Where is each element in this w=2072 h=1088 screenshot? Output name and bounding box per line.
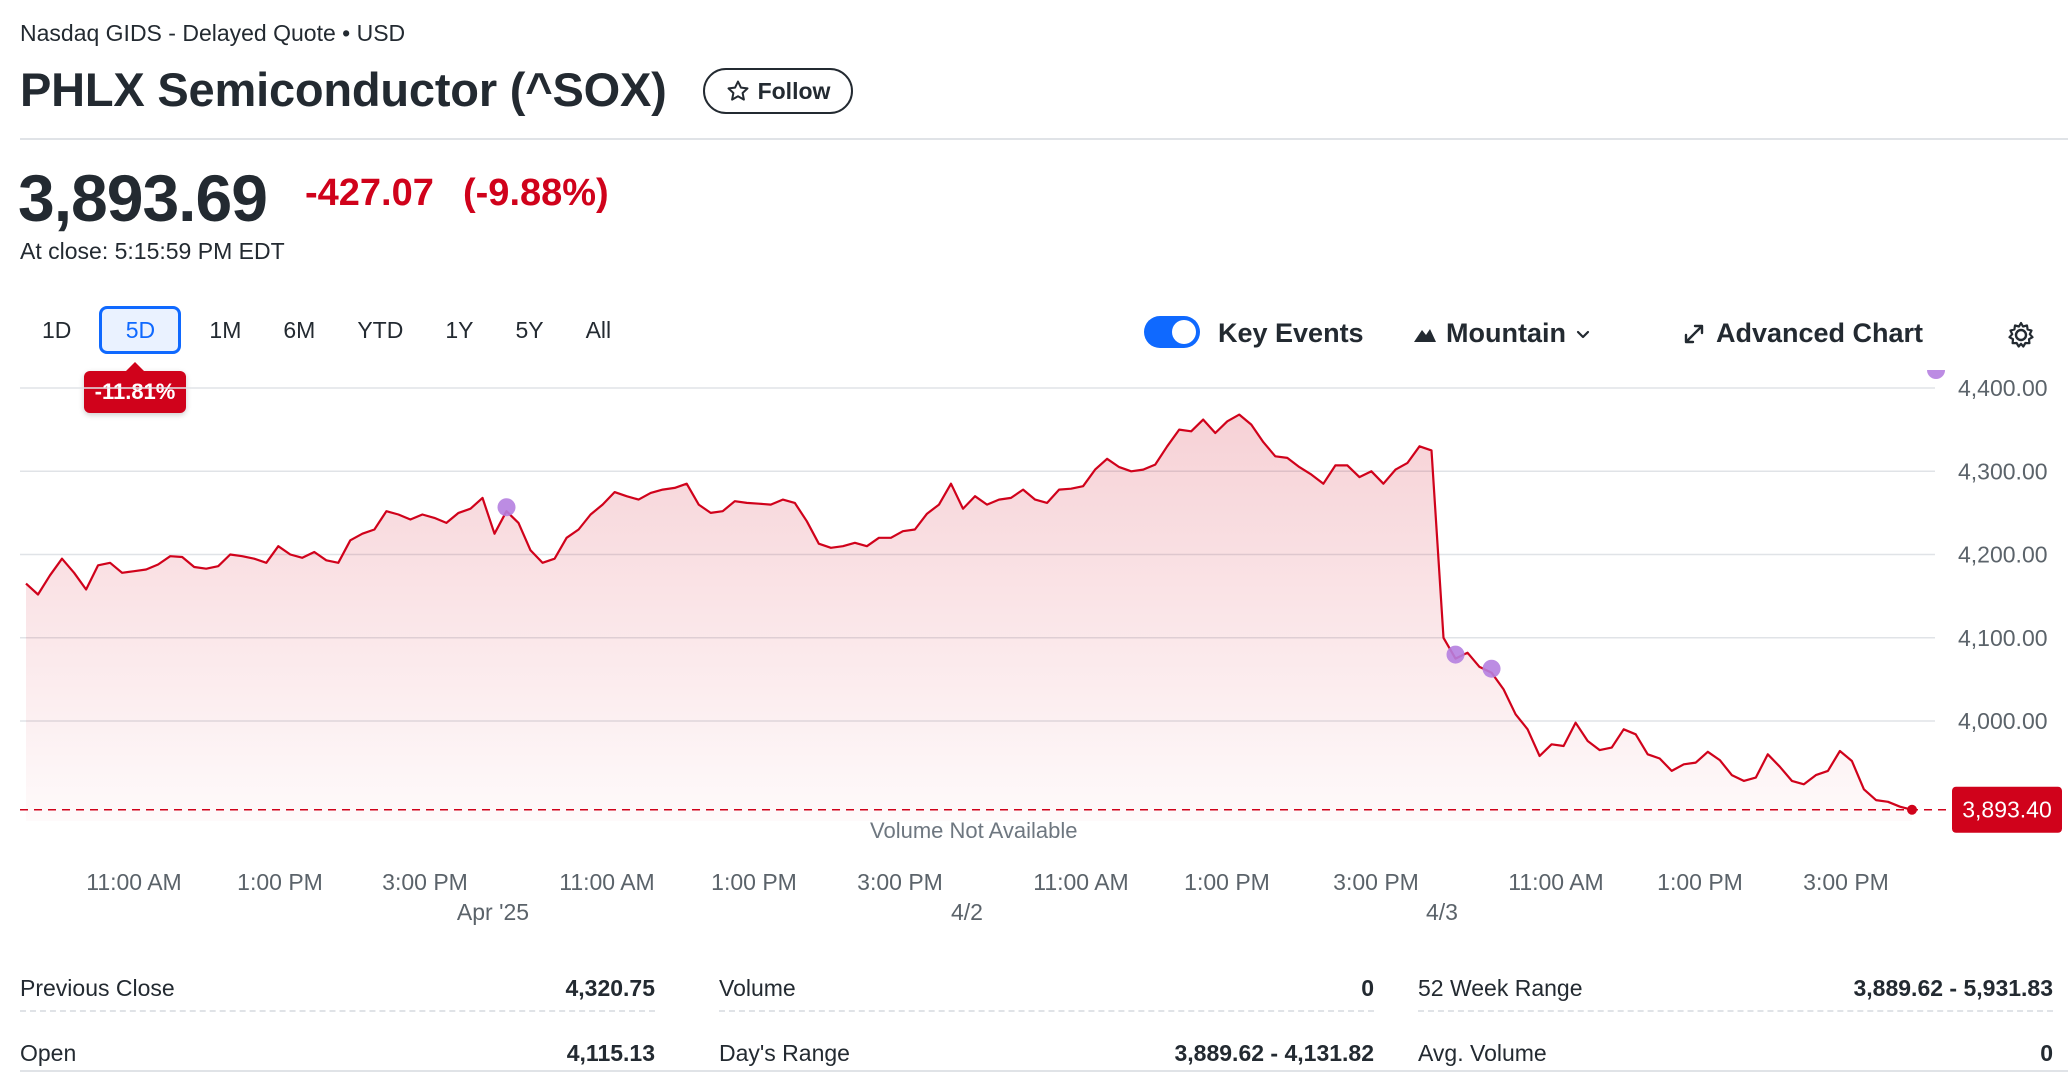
date-label: 4/2: [951, 899, 983, 925]
follow-button[interactable]: Follow: [703, 68, 853, 114]
stat-52-week-range: 52 Week Range 3,889.62 - 5,931.83: [1418, 966, 2053, 1012]
range-tab-6m[interactable]: 6M: [283, 316, 316, 343]
stat-value: 4,115.13: [566, 1039, 655, 1066]
stat-previous-close: Previous Close 4,320.75: [20, 966, 655, 1012]
x-tick-label: 3:00 PM: [1333, 869, 1419, 895]
price-change-percent: (-9.88%): [463, 172, 609, 214]
stat-label: Day's Range: [719, 1039, 850, 1066]
price-line: [25, 413, 1913, 811]
stats-table: Previous Close 4,320.75 Volume 0 52 Week…: [20, 966, 2068, 1076]
range-tab-1m[interactable]: 1M: [209, 316, 242, 343]
star-icon: [727, 80, 749, 101]
page-title: PHLX Semiconductor (^SOX): [20, 63, 667, 116]
stat-value: 4,320.75: [565, 974, 655, 1001]
stat-avg-volume: Avg. Volume 0: [1418, 1030, 2053, 1076]
header-divider: [20, 138, 2068, 140]
volume-note: Volume Not Available: [870, 818, 1078, 843]
advanced-chart-label: Advanced Chart: [1716, 318, 1924, 348]
key-event-marker[interactable]: [497, 498, 516, 517]
x-tick-label: 11:00 AM: [86, 869, 181, 895]
y-tick-label: 4,300.00: [1958, 458, 2048, 484]
range-tabs: 1D 5D 1M 6M YTD 1Y 5Y All: [28, 306, 639, 354]
exchange-info: Nasdaq GIDS - Delayed Quote • USD: [20, 20, 406, 46]
stat-label: Open: [20, 1039, 77, 1066]
chart-type-dropdown[interactable]: Mountain: [1412, 318, 1592, 349]
stat-value: 0: [1361, 974, 1374, 1001]
x-tick-label: 1:00 PM: [1657, 869, 1743, 895]
key-events-toggle[interactable]: [1144, 316, 1200, 348]
price-chart[interactable]: 4,400.00 4,300.00 4,200.00 4,100.00 4,000.00…: [0, 370, 2072, 930]
stat-open: Open 4,115.13: [20, 1030, 655, 1076]
stat-value: 3,889.62 - 5,931.83: [1853, 974, 2054, 1001]
close-time: At close: 5:15:59 PM EDT: [20, 238, 285, 264]
range-tab-all[interactable]: All: [585, 316, 612, 343]
x-tick-label: 1:00 PM: [711, 869, 797, 895]
y-tick-label: 4,400.00: [1958, 375, 2048, 401]
x-tick-label: 11:00 AM: [1033, 869, 1128, 895]
date-label: Apr '25: [457, 899, 529, 925]
advanced-chart-button[interactable]: Advanced Chart: [1682, 318, 1923, 349]
stat-value: 0: [2040, 1039, 2053, 1066]
follow-label: Follow: [757, 77, 831, 104]
y-tick-label: 4,200.00: [1958, 542, 2048, 568]
range-tab-1y[interactable]: 1Y: [445, 316, 474, 343]
x-tick-label: 1:00 PM: [237, 869, 323, 895]
bottom-divider: [20, 1070, 2068, 1072]
date-label: 4/3: [1426, 899, 1458, 925]
gear-icon[interactable]: [2006, 320, 2036, 350]
range-tab-5y[interactable]: 5Y: [515, 316, 544, 343]
last-price-dot: [1907, 804, 1917, 815]
x-tick-label: 3:00 PM: [857, 869, 943, 895]
stat-label: Volume: [719, 974, 796, 1001]
range-change-badge: -11.81%: [84, 362, 186, 413]
stat-label: 52 Week Range: [1418, 974, 1583, 1001]
stat-label: Avg. Volume: [1418, 1039, 1547, 1066]
chevron-down-icon: [1576, 330, 1590, 338]
x-tick-label: 3:00 PM: [382, 869, 468, 895]
x-tick-label: 11:00 AM: [1508, 869, 1603, 895]
range-tab-1d[interactable]: 1D: [42, 316, 72, 343]
last-price-label: 3,893.40: [1962, 797, 2052, 823]
x-tick-label: 11:00 AM: [559, 869, 654, 895]
expand-icon: [1684, 324, 1704, 343]
key-event-marker[interactable]: [1927, 370, 1946, 379]
key-event-marker[interactable]: [1482, 659, 1501, 678]
toggle-knob: [1172, 320, 1196, 344]
stat-days-range: Day's Range 3,889.62 - 4,131.82: [719, 1030, 1374, 1076]
stat-volume: Volume 0: [719, 966, 1374, 1012]
y-tick-label: 4,000.00: [1958, 708, 2048, 734]
key-events-label: Key Events: [1218, 318, 1364, 348]
y-tick-label: 4,100.00: [1958, 625, 2048, 651]
stat-value: 3,889.62 - 4,131.82: [1174, 1039, 1375, 1066]
current-price: 3,893.69: [18, 161, 268, 235]
price-change: -427.07: [305, 172, 434, 214]
stat-label: Previous Close: [20, 974, 175, 1001]
key-event-marker[interactable]: [1446, 645, 1465, 664]
chart-type-label: Mountain: [1446, 318, 1566, 348]
range-tab-ytd[interactable]: YTD: [357, 316, 404, 343]
last-price-badge: [1952, 786, 2062, 833]
price-area: [26, 414, 1912, 821]
range-tab-5d[interactable]: 5D: [99, 306, 182, 354]
x-tick-label: 3:00 PM: [1803, 869, 1889, 895]
mountain-icon: [1414, 328, 1436, 342]
x-tick-label: 1:00 PM: [1184, 869, 1270, 895]
